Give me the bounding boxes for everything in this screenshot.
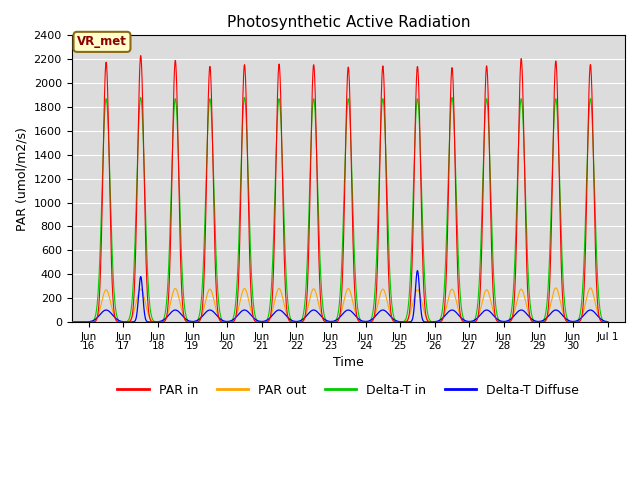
Title: Photosynthetic Active Radiation: Photosynthetic Active Radiation bbox=[227, 15, 470, 30]
Y-axis label: PAR (umol/m2/s): PAR (umol/m2/s) bbox=[15, 127, 28, 230]
Legend: PAR in, PAR out, Delta-T in, Delta-T Diffuse: PAR in, PAR out, Delta-T in, Delta-T Dif… bbox=[113, 379, 584, 402]
Text: VR_met: VR_met bbox=[77, 36, 127, 48]
X-axis label: Time: Time bbox=[333, 357, 364, 370]
